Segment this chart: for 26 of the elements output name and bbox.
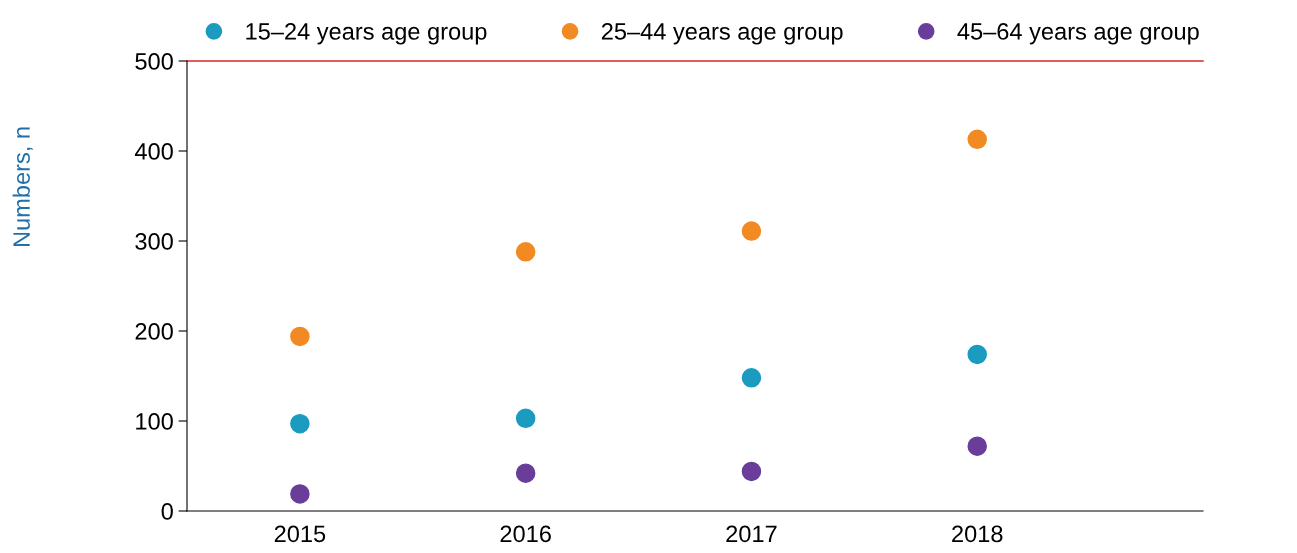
legend-label: 25–44 years age group [601, 23, 843, 45]
y-tick-label: 0 [161, 503, 173, 520]
y-tick-label: 400 [134, 143, 173, 160]
x-tick-label: 2015 [274, 525, 326, 543]
x-tick-label: 2017 [726, 525, 777, 543]
point [967, 129, 987, 150]
point [967, 436, 987, 456]
y-tick-label: 200 [135, 323, 173, 340]
y-tick-label: 100 [136, 413, 173, 430]
point [515, 463, 536, 483]
point [290, 413, 310, 434]
point [967, 344, 987, 365]
point [741, 221, 762, 241]
x-tick-label: 2018 [952, 525, 1003, 543]
point [290, 326, 310, 347]
x-tick-label: 2016 [500, 525, 551, 543]
y-axis-title: Numbers, n [12, 127, 33, 247]
y-tick-label: 300 [135, 233, 173, 250]
legend-label: 15–24 years age group [246, 23, 487, 45]
legend-label: 45–64 years age group [957, 23, 1199, 45]
point [290, 484, 310, 504]
y-tick-label: 500 [135, 53, 173, 70]
point [515, 408, 536, 429]
point [515, 242, 536, 262]
point [741, 461, 762, 482]
point [741, 368, 762, 388]
